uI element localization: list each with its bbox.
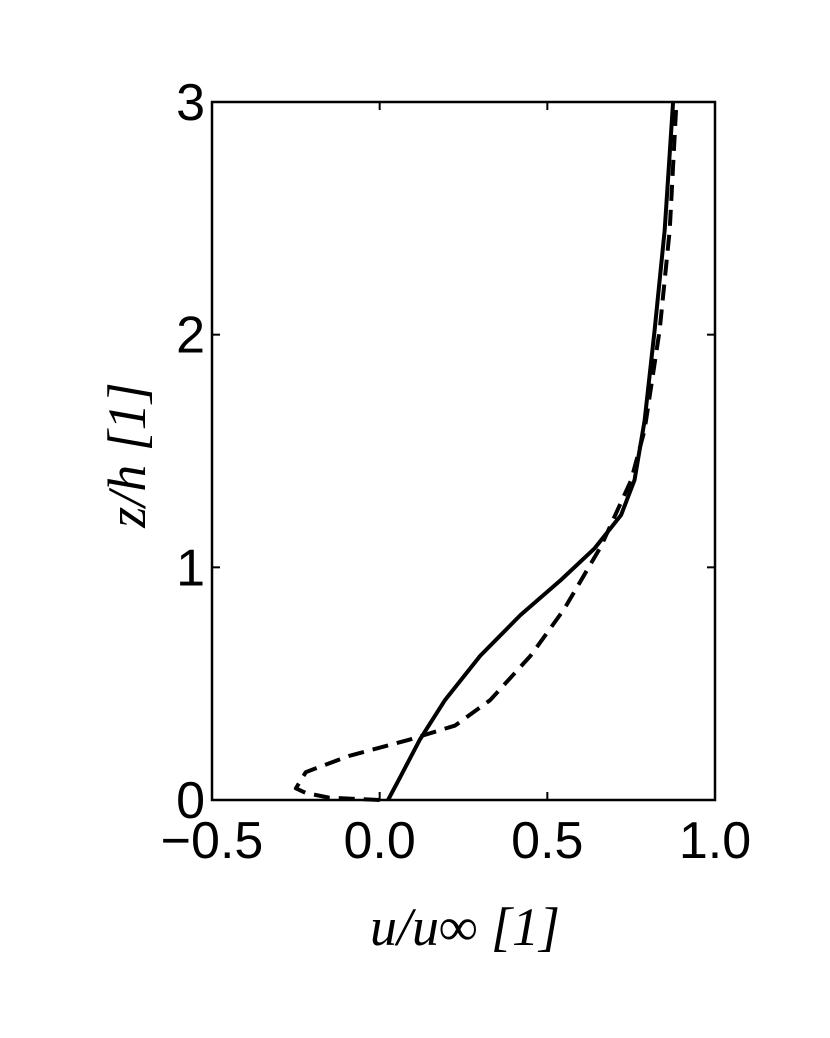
y-tick-label: 3	[176, 74, 205, 132]
x-tick-label: 0.0	[344, 812, 416, 870]
data-line	[386, 101, 676, 801]
x-tick-label: −0.5	[161, 812, 264, 870]
plot-frame	[210, 100, 717, 802]
y-axis-label: z/h [1]	[97, 382, 157, 529]
data-line	[293, 101, 679, 802]
y-tick-label: 2	[176, 307, 205, 365]
x-axis-label: u/u∞ [1]	[370, 897, 560, 957]
x-tick-label: 0.5	[511, 812, 583, 870]
x-tick-label: 1.0	[679, 812, 751, 870]
y-tick-label: 1	[176, 539, 205, 597]
y-tick-label: 0	[176, 772, 205, 830]
